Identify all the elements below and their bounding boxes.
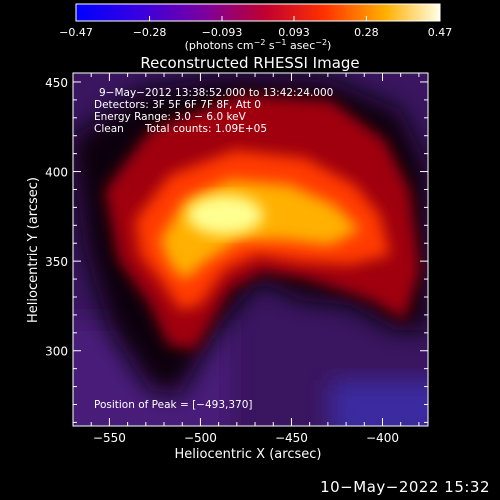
colorbar-tick-label: 0.093: [278, 26, 310, 39]
y-tick-label: 400: [45, 166, 68, 180]
x-tick-label: −550: [93, 431, 126, 445]
colorbar-tick-label: −0.093: [202, 26, 243, 39]
annotation-peak: Position of Peak = [−493,370]: [94, 399, 253, 411]
annotation-detectors: Detectors: 3F 5F 6F 7F 8F, Att 0: [94, 99, 261, 111]
plot-frame: [72, 72, 429, 427]
y-tick-label: 300: [45, 345, 68, 359]
emission-core: [187, 195, 263, 235]
annotation-total-counts: Total counts: 1.09E+05: [144, 123, 267, 135]
annotation-time-range: 9−May−2012 13:38:52.000 to 13:42:24.000: [99, 87, 333, 99]
x-tick-label: −450: [275, 431, 308, 445]
heatmap-image: [73, 73, 428, 426]
colorbar-tick-label: −0.47: [59, 26, 93, 39]
y-tick-label: 350: [45, 255, 68, 269]
y-tick-label: 450: [45, 76, 68, 90]
chart-title: Reconstructed RHESSI Image: [140, 54, 359, 72]
colorbar-ticks: −0.47 −0.28 −0.093 0.093 0.28 0.47: [59, 16, 452, 39]
colorbar-tick-label: −0.28: [133, 26, 167, 39]
image-lower-right-haze: [330, 380, 428, 426]
axis-ticks: −550 −500 −450 −400 300 350 400 450: [45, 73, 428, 445]
y-axis-label: Heliocentric Y (arcsec): [26, 177, 41, 323]
colorbar-tick-label: 0.28: [354, 26, 379, 39]
x-axis-label: Heliocentric X (arcsec): [175, 447, 322, 462]
x-tick-label: −500: [184, 431, 217, 445]
annotation-energy-range: Energy Range: 3.0 − 6.0 keV: [94, 111, 247, 123]
colorbar-unit: (photons cm−2 s−1 asec−2): [185, 38, 332, 52]
x-tick-label: −400: [366, 431, 399, 445]
colorbar-tick-label: 0.47: [428, 26, 453, 39]
annotation-method: Clean: [94, 123, 124, 135]
footer-date: 10−May−2022 15:32: [320, 478, 490, 496]
colorbar: [75, 3, 441, 22]
